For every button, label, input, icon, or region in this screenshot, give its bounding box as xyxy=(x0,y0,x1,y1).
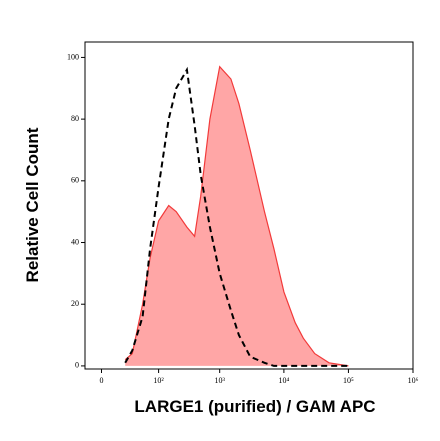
y-axis-label: Relative Cell Count xyxy=(23,127,42,282)
x-tick-label: 10⁴ xyxy=(278,376,289,385)
y-tick-label: 40 xyxy=(71,237,79,246)
x-tick-label: 0 xyxy=(99,376,103,385)
y-tick-label: 0 xyxy=(75,361,79,370)
x-tick-label: 10⁵ xyxy=(343,376,354,385)
series-line xyxy=(124,65,349,367)
x-tick-label: 10³ xyxy=(214,376,225,385)
y-tick-label: 20 xyxy=(71,299,79,308)
area-fill xyxy=(125,66,349,366)
x-tick-label: 10⁶ xyxy=(408,376,419,385)
x-axis-label: LARGE1 (purified) / GAM APC xyxy=(134,397,375,416)
plot-frame xyxy=(84,41,414,370)
y-tick-label: 60 xyxy=(71,176,79,185)
y-tick-label: 100 xyxy=(67,52,79,61)
x-tick-label: 10² xyxy=(153,376,164,385)
y-tick-label: 80 xyxy=(71,114,79,123)
